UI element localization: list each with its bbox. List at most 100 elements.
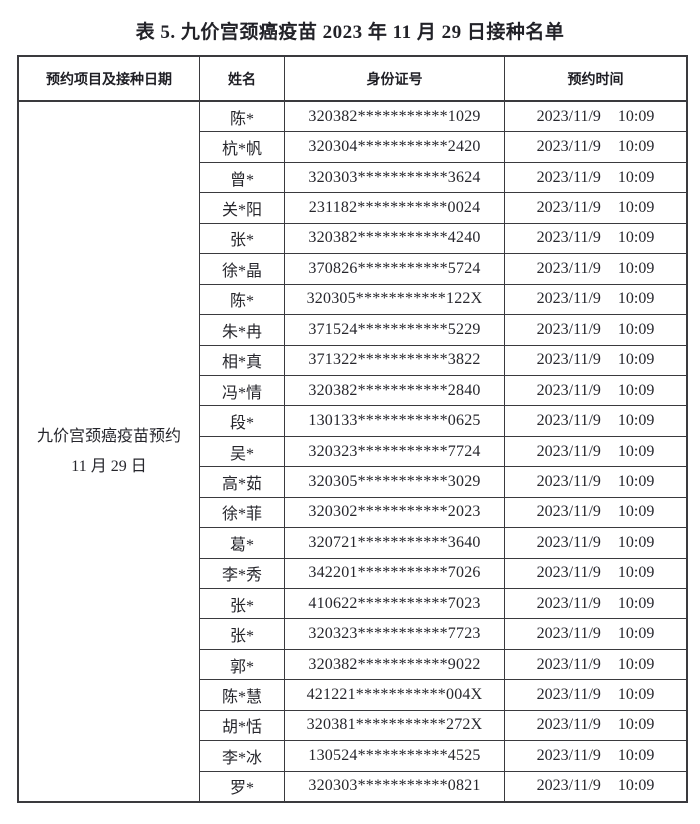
id-number-cell: 320323***********7724: [285, 436, 505, 467]
table-row: 杭*帆 320304***********2420 2023/11/9 10:0…: [200, 132, 686, 163]
table-row: 曾* 320303***********3624 2023/11/9 10:09: [200, 162, 686, 194]
appointment-time-cell: 2023/11/9 10:09: [536, 716, 655, 734]
name-cell: 张*: [200, 619, 285, 649]
id-number-cell: 320721***********3640: [285, 528, 505, 558]
name-cell: 李*冰: [200, 741, 285, 771]
appointment-time-cell: 2023/11/9 10:09: [536, 320, 655, 338]
name-cell: 徐*菲: [200, 497, 285, 528]
merged-project-cell-line1: 九价宫颈癌疫苗预约: [36, 427, 181, 445]
appointment-time-cell: 2023/11/9 10:09: [536, 290, 655, 308]
id-number-cell: 320382***********2840: [285, 375, 505, 406]
id-number-cell: 410622***********7023: [285, 589, 505, 619]
id-number-cell: 320305***********3029: [285, 467, 505, 497]
name-cell: 朱*冉: [200, 315, 285, 345]
appointment-time-cell: 2023/11/9 10:09: [536, 625, 655, 643]
name-cell: 吴*: [200, 436, 285, 467]
appointment-time-cell: 2023/11/9 10:09: [536, 168, 655, 186]
appointment-time-cell: 2023/11/9 10:09: [536, 138, 655, 156]
id-number-cell: 231182***********0024: [285, 193, 505, 223]
table-row: 陈* 320382***********1029 2023/11/9 10:09: [200, 102, 686, 133]
id-number-cell: 320302***********2023: [285, 497, 505, 528]
name-cell: 徐*晶: [200, 254, 285, 284]
name-cell: 陈*: [200, 284, 285, 315]
table-header-row: 预约项目及接种日期 姓名 身份证号 预约时间: [19, 57, 686, 102]
table-row: 罗* 320303***********0821 2023/11/9 10:09: [200, 771, 686, 802]
id-number-cell: 320305***********122X: [285, 284, 505, 315]
name-cell: 冯*情: [200, 375, 285, 406]
table-row: 徐*菲 320302***********2023 2023/11/9 10:0…: [200, 497, 686, 529]
id-number-cell: 421221***********004X: [285, 680, 505, 710]
table-body: 九价宫颈癌疫苗预约 11 月 29 日 陈* 320382***********…: [19, 102, 686, 802]
appointment-time-cell: 2023/11/9 10:09: [536, 472, 655, 490]
id-number-cell: 371524***********5229: [285, 315, 505, 345]
appointment-time-cell: 2023/11/9 10:09: [536, 564, 655, 582]
table-row: 葛* 320721***********3640 2023/11/9 10:09: [200, 528, 686, 559]
name-cell: 关*阳: [200, 193, 285, 223]
id-number-cell: 320303***********0821: [285, 771, 505, 802]
appointment-time-cell: 2023/11/9 10:09: [536, 351, 655, 369]
appointment-time-cell: 2023/11/9 10:09: [536, 412, 655, 430]
name-cell: 张*: [200, 223, 285, 254]
header-name: 姓名: [200, 57, 285, 100]
id-number-cell: 130524***********4525: [285, 741, 505, 771]
id-number-cell: 320382***********9022: [285, 649, 505, 680]
name-cell: 段*: [200, 406, 285, 436]
merged-project-cell-line2: 11 月 29 日: [71, 457, 147, 475]
page-title: 表 5. 九价宫颈癌疫苗 2023 年 11 月 29 日接种名单: [135, 22, 565, 43]
name-cell: 胡*恬: [200, 710, 285, 741]
appointment-time-cell: 2023/11/9 10:09: [536, 442, 655, 460]
appointment-time-cell: 2023/11/9 10:09: [536, 746, 655, 764]
name-cell: 罗*: [200, 771, 285, 802]
appointment-time-cell: 2023/11/9 10:09: [536, 533, 655, 551]
id-number-cell: 320323***********7723: [285, 619, 505, 649]
id-number-cell: 320304***********2420: [285, 132, 505, 162]
table-row: 李*秀 342201***********7026 2023/11/9 10:0…: [200, 558, 686, 589]
id-number-cell: 371322***********3822: [285, 345, 505, 375]
merged-project-cell: 九价宫颈癌疫苗预约 11 月 29 日: [19, 102, 200, 801]
id-number-cell: 130133***********0625: [285, 406, 505, 436]
id-number-cell: 342201***********7026: [285, 558, 505, 588]
appointment-time-cell: 2023/11/9 10:09: [536, 594, 655, 612]
appointment-time-cell: 2023/11/9 10:09: [536, 503, 655, 521]
table-row: 高*茹 320305***********3029 2023/11/9 10:0…: [200, 467, 686, 498]
table-row: 郭* 320382***********9022 2023/11/9 10:09: [200, 649, 686, 681]
name-cell: 高*茹: [200, 467, 285, 497]
table-row: 陈*慧 421221***********004X 2023/11/9 10:0…: [200, 680, 686, 711]
table-row: 朱*冉 371524***********5229 2023/11/9 10:0…: [200, 315, 686, 346]
table-row: 段* 130133***********0625 2023/11/9 10:09: [200, 406, 686, 437]
appointment-time-cell: 2023/11/9 10:09: [536, 107, 655, 125]
appointment-time-cell: 2023/11/9 10:09: [536, 199, 655, 217]
name-cell: 张*: [200, 589, 285, 619]
appointment-time-cell: 2023/11/9 10:09: [536, 381, 655, 399]
name-cell: 郭*: [200, 649, 285, 680]
table-row: 张* 320323***********7723 2023/11/9 10:09: [200, 619, 686, 650]
header-id-number: 身份证号: [285, 57, 505, 100]
name-cell: 曾*: [200, 162, 285, 193]
name-cell: 李*秀: [200, 558, 285, 588]
id-number-cell: 320382***********1029: [285, 102, 505, 132]
table-row: 张* 320382***********4240 2023/11/9 10:09: [200, 223, 686, 255]
table-rows: 陈* 320382***********1029 2023/11/9 10:09…: [200, 102, 686, 802]
appointment-time-cell: 2023/11/9 10:09: [536, 259, 655, 277]
table-row: 徐*晶 370826***********5724 2023/11/9 10:0…: [200, 254, 686, 285]
id-number-cell: 320303***********3624: [285, 162, 505, 193]
table-row: 关*阳 231182***********0024 2023/11/9 10:0…: [200, 193, 686, 224]
id-number-cell: 370826***********5724: [285, 254, 505, 284]
id-number-cell: 320382***********4240: [285, 223, 505, 254]
name-cell: 陈*: [200, 102, 285, 132]
table-row: 吴* 320323***********7724 2023/11/9 10:09: [200, 436, 686, 468]
table-row: 胡*恬 320381***********272X 2023/11/9 10:0…: [200, 710, 686, 742]
vaccination-list-table: 预约项目及接种日期 姓名 身份证号 预约时间 九价宫颈癌疫苗预约 11 月 29…: [17, 55, 688, 803]
appointment-time-cell: 2023/11/9 10:09: [536, 686, 655, 704]
id-number-cell: 320381***********272X: [285, 710, 505, 741]
name-cell: 相*真: [200, 345, 285, 375]
appointment-time-cell: 2023/11/9 10:09: [536, 655, 655, 673]
name-cell: 杭*帆: [200, 132, 285, 162]
table-row: 陈* 320305***********122X 2023/11/9 10:09: [200, 284, 686, 316]
table-row: 李*冰 130524***********4525 2023/11/9 10:0…: [200, 741, 686, 772]
appointment-time-cell: 2023/11/9 10:09: [536, 777, 655, 795]
table-row: 冯*情 320382***********2840 2023/11/9 10:0…: [200, 375, 686, 407]
name-cell: 陈*慧: [200, 680, 285, 710]
appointment-time-cell: 2023/11/9 10:09: [536, 229, 655, 247]
table-row: 相*真 371322***********3822 2023/11/9 10:0…: [200, 345, 686, 376]
